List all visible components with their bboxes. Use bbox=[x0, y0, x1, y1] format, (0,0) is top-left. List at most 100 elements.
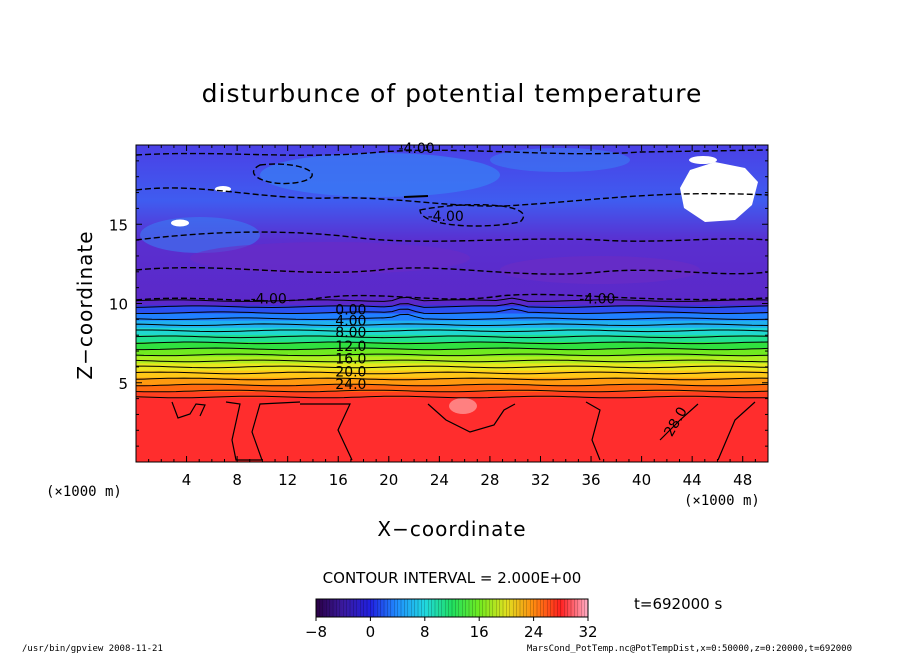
x-tick-label: 40 bbox=[632, 471, 651, 489]
x-tick-label: 20 bbox=[379, 471, 398, 489]
colorbar-tick-label: 32 bbox=[578, 623, 597, 641]
y-tick-label: 15 bbox=[109, 216, 128, 234]
contour-line bbox=[300, 403, 353, 461]
x-tick-label: 12 bbox=[278, 471, 297, 489]
contour-line bbox=[136, 347, 768, 351]
contour-label: -4.00 bbox=[251, 292, 287, 308]
time-label: t=692000 s bbox=[634, 595, 722, 613]
contour-line bbox=[136, 365, 768, 369]
contour-line bbox=[585, 401, 601, 461]
contour-line bbox=[136, 313, 768, 320]
color-band bbox=[136, 391, 768, 400]
x-tick-label: 8 bbox=[232, 471, 242, 489]
contour-line bbox=[225, 401, 301, 461]
color-band bbox=[136, 384, 768, 392]
x-tick-label: 36 bbox=[581, 471, 600, 489]
contour-line bbox=[136, 341, 768, 345]
contour-line bbox=[136, 353, 768, 357]
x-tick-label: 32 bbox=[531, 471, 550, 489]
color-band bbox=[136, 334, 768, 343]
y-axis-ticks: 5 10 15 bbox=[109, 160, 768, 447]
cold-patch bbox=[140, 217, 260, 253]
plot-field bbox=[136, 145, 768, 462]
color-band bbox=[136, 370, 768, 378]
colorbar-divisions bbox=[319, 599, 585, 617]
x-tick-label: 28 bbox=[480, 471, 499, 489]
contour-line bbox=[136, 371, 768, 375]
dashed-contour bbox=[136, 149, 768, 156]
footer-left: /usr/bin/gpview 2008-11-21 bbox=[22, 644, 163, 654]
contour-line bbox=[136, 389, 768, 393]
footer-right: MarsCond_PotTemp.nc@PotTempDist,x=0:5000… bbox=[527, 644, 852, 654]
y-tick-label: 5 bbox=[118, 375, 128, 393]
contour-line bbox=[136, 359, 768, 363]
stratified-contours bbox=[136, 296, 768, 399]
contour-line bbox=[659, 403, 699, 441]
contour-line bbox=[171, 401, 206, 419]
contour-label: 8.00 bbox=[335, 325, 366, 341]
color-band bbox=[136, 377, 768, 385]
x-axis-ticks: 4 8 12 16 20 24 28 32 36 40 44 48 bbox=[148, 145, 756, 489]
cold-patch bbox=[490, 148, 630, 172]
contour-label: 20.0 bbox=[335, 364, 366, 380]
contour-label: 24.0 bbox=[335, 377, 366, 393]
contour-label: 0.00 bbox=[335, 303, 366, 319]
chart-title: disturbunce of potential temperature bbox=[202, 79, 703, 108]
contour-labels: -4.00 -4.00 -4.00 -4.00 0.004.008.0012.016.0… bbox=[251, 141, 691, 440]
color-band bbox=[136, 341, 768, 350]
color-band bbox=[136, 305, 768, 314]
blank-region bbox=[689, 156, 717, 164]
colorbar-tick-label: −8 bbox=[305, 623, 327, 641]
color-band bbox=[136, 355, 768, 364]
x-tick-label: 48 bbox=[733, 471, 752, 489]
warm-patch bbox=[190, 242, 470, 274]
cold-patch bbox=[260, 153, 500, 197]
dashed-contour bbox=[136, 231, 768, 242]
warm-core bbox=[449, 398, 477, 414]
contour-line bbox=[136, 377, 768, 381]
contour-interval: CONTOUR INTERVAL = 2.000E+00 bbox=[323, 569, 582, 587]
contour-line bbox=[427, 403, 516, 433]
x-unit-left: (×1000 m) bbox=[46, 484, 122, 500]
contour-line bbox=[136, 323, 768, 326]
y-axis-label: Z−coordinate bbox=[73, 230, 97, 379]
contour-line bbox=[717, 401, 756, 461]
color-band bbox=[136, 348, 768, 357]
x-tick-label: 4 bbox=[182, 471, 192, 489]
contour-label: -4.00 bbox=[579, 292, 615, 308]
colorbar-ticks: −8 0 8 16 24 32 bbox=[305, 617, 598, 641]
x-tick-label: 16 bbox=[329, 471, 348, 489]
x-tick-label: 44 bbox=[683, 471, 702, 489]
dashed-contour bbox=[136, 187, 768, 207]
warm-patch bbox=[500, 256, 700, 284]
contour-line bbox=[136, 395, 768, 399]
dashed-contour bbox=[252, 163, 313, 185]
x-tick-label: 24 bbox=[430, 471, 449, 489]
contour-line bbox=[136, 308, 768, 314]
y-tick-label: 10 bbox=[109, 296, 128, 314]
contour-line bbox=[136, 302, 768, 309]
colorbar-tick-label: 8 bbox=[420, 623, 430, 641]
contour-label: 12.0 bbox=[335, 339, 366, 355]
color-band bbox=[136, 320, 768, 328]
contour-label: 4.00 bbox=[335, 314, 366, 330]
color-band bbox=[136, 327, 768, 335]
colorbar-tick-label: 24 bbox=[524, 623, 543, 641]
colorbar-tick-label: 16 bbox=[470, 623, 489, 641]
dashed-contour bbox=[136, 293, 768, 302]
contour-line bbox=[403, 195, 429, 198]
contour-line bbox=[136, 296, 768, 302]
blank-region bbox=[680, 162, 758, 222]
colorbar-tick-label: 0 bbox=[366, 623, 376, 641]
contour-line bbox=[136, 383, 768, 387]
blank-region bbox=[171, 219, 189, 227]
contour-label: -4.00 bbox=[398, 141, 434, 157]
x-axis-label: X−coordinate bbox=[377, 517, 526, 541]
contour-label: 16.0 bbox=[335, 352, 366, 368]
contour-line bbox=[136, 329, 768, 333]
contour-line bbox=[136, 335, 768, 339]
color-band bbox=[136, 313, 768, 321]
contour-label: -4.00 bbox=[428, 209, 464, 225]
x-unit-right: (×1000 m) bbox=[684, 493, 760, 509]
